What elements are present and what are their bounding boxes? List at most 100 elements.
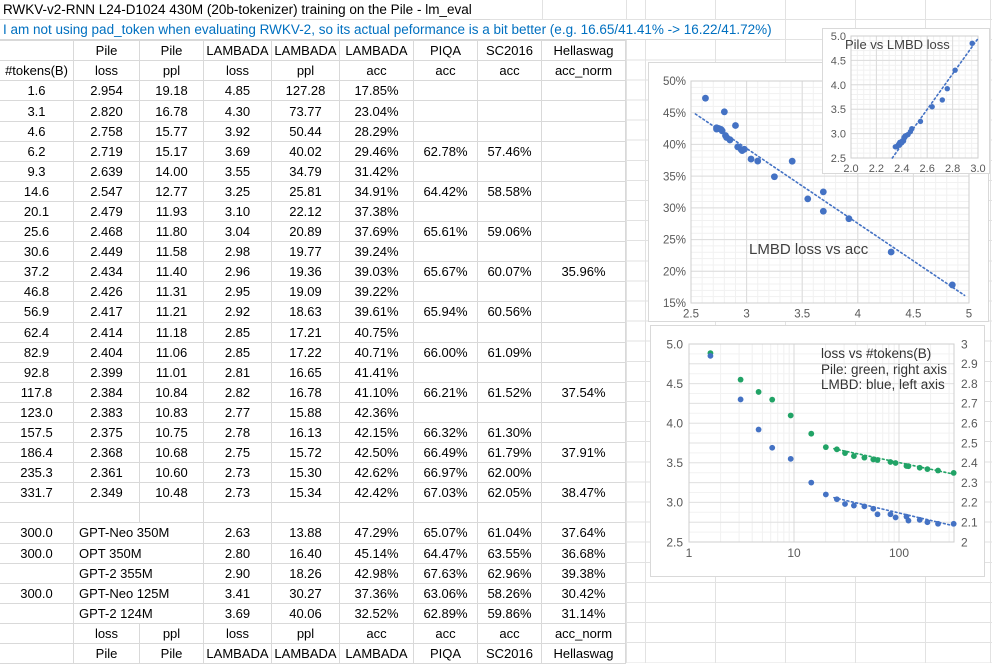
data-cell[interactable]: 65.94% xyxy=(414,302,478,323)
group-header-cell[interactable] xyxy=(0,41,74,62)
footer-header-cell[interactable] xyxy=(0,644,74,664)
data-cell[interactable] xyxy=(542,422,626,444)
data-cell[interactable]: 157.5 xyxy=(0,422,74,444)
data-cell[interactable]: 2.78 xyxy=(204,422,272,444)
data-cell[interactable]: 15.88 xyxy=(272,402,340,423)
data-cell[interactable]: 66.32% xyxy=(414,422,478,444)
data-cell[interactable]: 15.77 xyxy=(140,121,204,142)
footer-header-cell[interactable]: acc xyxy=(340,623,414,644)
empty-cell[interactable] xyxy=(140,503,204,524)
data-cell[interactable]: 2.63 xyxy=(204,523,272,544)
model-name-cell[interactable]: GPT-2 124M xyxy=(74,603,204,624)
data-cell[interactable]: 4.85 xyxy=(204,81,272,102)
data-cell[interactable]: 2.414 xyxy=(74,322,140,343)
model-name-cell[interactable]: OPT 350M xyxy=(74,543,204,564)
data-cell[interactable]: 2.73 xyxy=(204,483,272,504)
data-cell[interactable]: 2.639 xyxy=(74,161,140,182)
data-cell[interactable]: 62.00% xyxy=(478,463,542,484)
data-cell[interactable] xyxy=(478,161,542,182)
data-cell[interactable]: 34.91% xyxy=(340,181,414,202)
data-cell[interactable]: 37.36% xyxy=(340,583,414,604)
data-cell[interactable]: 13.88 xyxy=(272,523,340,544)
data-cell[interactable]: 1.6 xyxy=(0,81,74,102)
data-cell[interactable] xyxy=(542,282,626,303)
data-cell[interactable]: 62.05% xyxy=(478,483,542,504)
data-cell[interactable]: 40.06 xyxy=(272,603,340,624)
data-cell[interactable]: 25.81 xyxy=(272,181,340,202)
data-cell[interactable]: 64.42% xyxy=(414,181,478,202)
data-cell[interactable]: 19.18 xyxy=(140,81,204,102)
data-cell[interactable]: 40.71% xyxy=(340,342,414,363)
data-cell[interactable]: 2.349 xyxy=(74,483,140,504)
footer-header-cell[interactable]: ppl xyxy=(140,623,204,644)
data-cell[interactable]: 331.7 xyxy=(0,483,74,504)
data-cell[interactable]: 46.8 xyxy=(0,282,74,303)
data-cell[interactable] xyxy=(478,362,542,383)
footer-header-cell[interactable]: LAMBADA xyxy=(204,644,272,664)
data-cell[interactable]: 2.82 xyxy=(204,382,272,403)
loss-vs-tokens-chart[interactable]: loss vs #tokens(B) Pile: green, right ax… xyxy=(650,325,985,577)
data-cell[interactable]: 31.42% xyxy=(340,161,414,182)
data-cell[interactable]: 92.8 xyxy=(0,362,74,383)
data-cell[interactable]: 14.00 xyxy=(140,161,204,182)
data-cell[interactable]: 37.69% xyxy=(340,222,414,243)
data-cell[interactable]: 3.69 xyxy=(204,141,272,162)
data-cell[interactable]: 3.92 xyxy=(204,121,272,142)
data-cell[interactable]: 2.85 xyxy=(204,342,272,363)
data-cell[interactable]: 17.21 xyxy=(272,322,340,343)
empty-cell[interactable] xyxy=(0,503,74,524)
data-cell[interactable]: 38.47% xyxy=(542,483,626,504)
footer-header-cell[interactable]: acc_norm xyxy=(542,623,626,644)
data-cell[interactable]: 37.64% xyxy=(542,523,626,544)
data-cell[interactable]: 186.4 xyxy=(0,443,74,464)
data-cell[interactable]: 63.06% xyxy=(414,583,478,604)
data-cell[interactable]: 11.01 xyxy=(140,362,204,383)
data-cell[interactable]: 57.46% xyxy=(478,141,542,162)
data-cell[interactable]: 47.29% xyxy=(340,523,414,544)
data-cell[interactable]: 2.75 xyxy=(204,443,272,464)
data-cell[interactable]: 73.77 xyxy=(272,101,340,122)
group-header-cell[interactable]: SC2016 xyxy=(478,41,542,62)
data-cell[interactable]: 9.3 xyxy=(0,161,74,182)
data-cell[interactable]: 66.97% xyxy=(414,463,478,484)
data-cell[interactable]: 2.98 xyxy=(204,242,272,263)
data-cell[interactable]: 2.85 xyxy=(204,322,272,343)
data-cell[interactable]: 3.69 xyxy=(204,603,272,624)
column-header-cell[interactable]: acc xyxy=(478,61,542,82)
data-cell[interactable]: 65.67% xyxy=(414,262,478,283)
data-cell[interactable]: 19.09 xyxy=(272,282,340,303)
data-cell[interactable]: 2.449 xyxy=(74,242,140,263)
data-cell[interactable] xyxy=(478,81,542,102)
data-cell[interactable]: 66.21% xyxy=(414,382,478,403)
data-cell[interactable]: 61.09% xyxy=(478,342,542,363)
data-cell[interactable]: 61.30% xyxy=(478,422,542,444)
data-cell[interactable]: 4.6 xyxy=(0,121,74,142)
data-cell[interactable]: 15.72 xyxy=(272,443,340,464)
data-cell[interactable]: 42.98% xyxy=(340,563,414,584)
data-cell[interactable]: 2.954 xyxy=(74,81,140,102)
data-cell[interactable]: 63.55% xyxy=(478,543,542,564)
data-cell[interactable]: 36.68% xyxy=(542,543,626,564)
group-header-cell[interactable]: LAMBADA xyxy=(340,41,414,62)
data-cell[interactable]: 58.58% xyxy=(478,181,542,202)
data-cell[interactable]: 10.68 xyxy=(140,443,204,464)
empty-cell[interactable] xyxy=(414,503,478,524)
model-name-cell[interactable]: GPT-Neo 125M xyxy=(74,583,204,604)
data-cell[interactable]: 15.34 xyxy=(272,483,340,504)
data-cell[interactable]: 30.6 xyxy=(0,242,74,263)
footer-header-cell[interactable]: PIQA xyxy=(414,644,478,664)
data-cell[interactable]: 2.434 xyxy=(74,262,140,283)
data-cell[interactable] xyxy=(542,222,626,243)
data-cell[interactable]: 39.22% xyxy=(340,282,414,303)
pile-vs-lmbd-loss-chart[interactable]: Pile vs LMBD loss 2.0 2.2 2.4 2.6 2.8 3.0 2.5 3… xyxy=(822,28,990,174)
data-cell[interactable]: 11.40 xyxy=(140,262,204,283)
data-cell[interactable]: 67.63% xyxy=(414,563,478,584)
data-cell[interactable]: 2.417 xyxy=(74,302,140,323)
data-cell[interactable]: 18.63 xyxy=(272,302,340,323)
group-header-cell[interactable]: Pile xyxy=(74,41,140,62)
empty-cell[interactable] xyxy=(542,503,626,524)
data-cell[interactable] xyxy=(478,322,542,343)
data-cell[interactable] xyxy=(542,121,626,142)
data-cell[interactable] xyxy=(542,342,626,363)
data-cell[interactable]: 19.36 xyxy=(272,262,340,283)
